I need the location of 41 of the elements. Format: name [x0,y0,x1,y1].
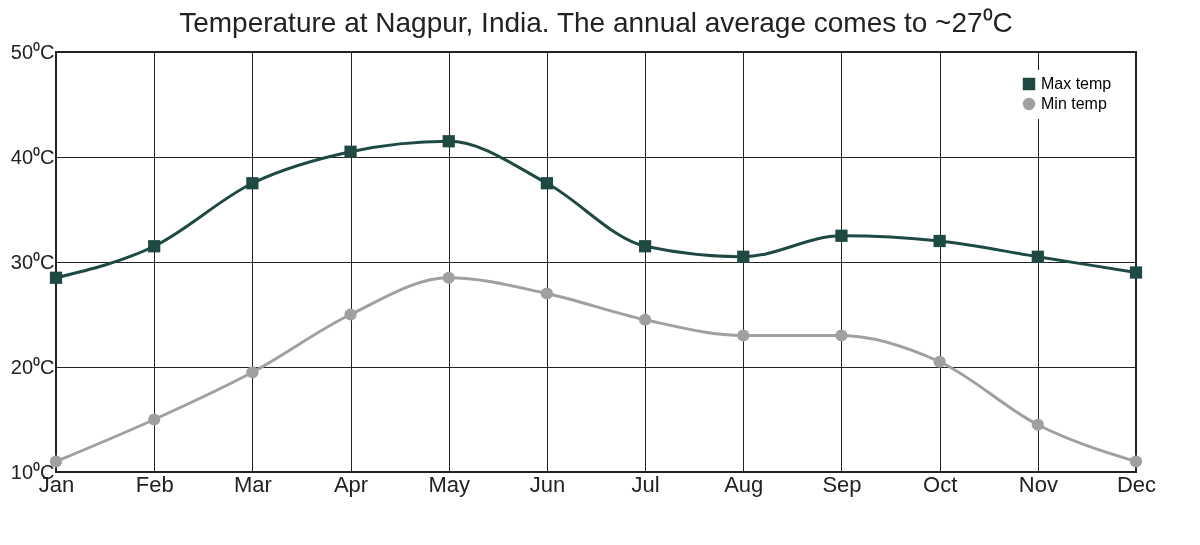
point [638,240,652,253]
point [344,308,357,321]
point [246,366,259,379]
chart-title: Temperature at Nagpur, India. The annual average comes to ~27⁰C [179,7,1013,38]
x-tick-label: Mar [233,471,272,497]
point [344,145,357,158]
legend-label: Max temp [1041,75,1112,92]
x-tick-label: Jul [631,471,660,497]
point [49,271,63,284]
point [737,329,750,342]
point [540,287,554,300]
point [442,271,455,284]
point [933,234,946,248]
x-tick-label: Dec [1116,471,1157,497]
point [540,177,554,190]
x-tick-label: Nov [1018,471,1058,497]
y-tick-label: 50⁰C [10,40,55,63]
x-tick-label: Oct [923,471,958,497]
x-tick-label: Sep [822,471,862,497]
legend-label: Min temp [1041,95,1107,112]
x-tick-label: Aug [724,471,764,497]
x-tick-label: Jun [529,471,566,497]
point [933,355,946,368]
point [1129,266,1143,279]
point [1031,418,1044,431]
y-tick-label: 20⁰C [10,355,55,378]
x-tick-label: Apr [333,471,369,497]
point [1031,250,1044,263]
point [148,413,161,426]
point [246,177,259,190]
point [835,229,848,242]
point [148,240,161,253]
x-tick-label: May [428,471,471,497]
y-tick-label: 30⁰C [10,250,55,273]
y-tick-label: 40⁰C [10,145,55,168]
point [638,313,652,326]
point [442,135,455,148]
x-tick-label: Feb [135,471,174,497]
point [1129,455,1143,468]
point [737,250,750,263]
point [835,329,848,342]
